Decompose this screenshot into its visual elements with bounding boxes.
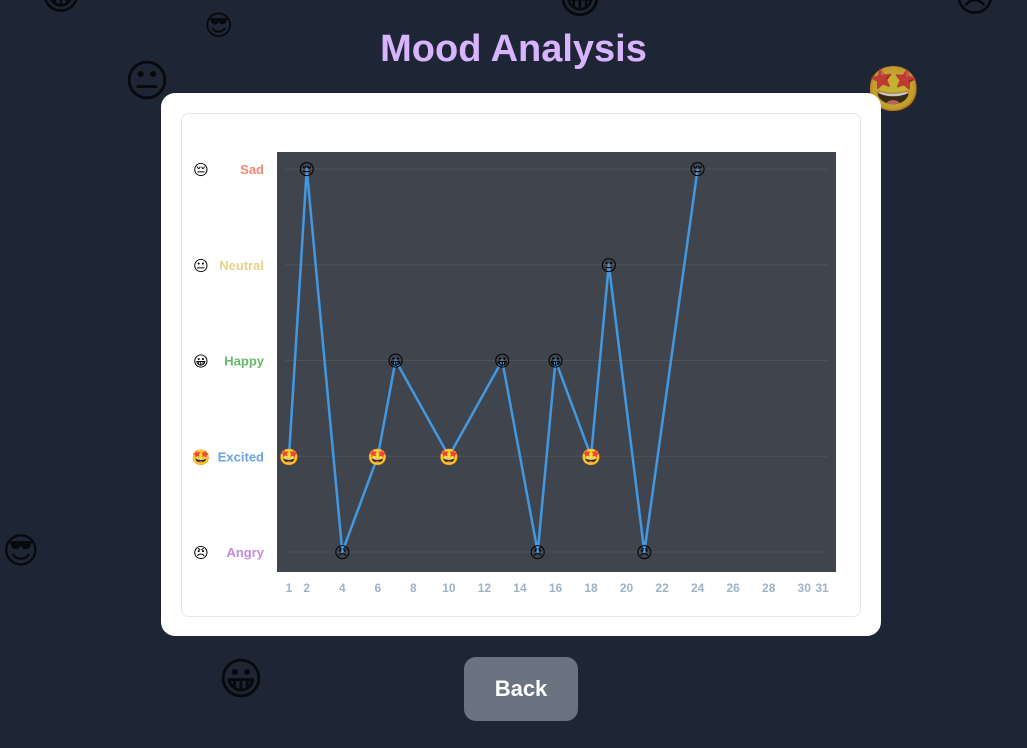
- data-point-sad: 😔: [298, 160, 315, 179]
- angry-face-icon: 😠: [954, 0, 996, 18]
- data-point-excited: 🤩: [279, 447, 299, 466]
- page-title: Mood Analysis: [380, 28, 647, 70]
- x-tick-label: 24: [691, 581, 705, 595]
- neutral-face-icon: 😐: [193, 257, 209, 275]
- data-point-sad: 😔: [689, 160, 706, 179]
- x-tick-label: 10: [442, 581, 456, 595]
- x-tick-label: 8: [410, 581, 417, 595]
- x-tick-label: 22: [655, 581, 669, 595]
- x-tick-label: 20: [620, 581, 634, 595]
- y-tick-label-happy: Happy: [224, 354, 265, 369]
- happy-face-icon: 😀: [193, 353, 209, 371]
- data-point-happy: 😀: [547, 352, 564, 371]
- sunglasses-face-icon: 😎: [2, 531, 40, 572]
- grinning-face-icon: 😀: [218, 654, 264, 705]
- x-tick-label: 28: [762, 581, 776, 595]
- y-tick-label-excited: Excited: [218, 449, 264, 464]
- x-tick-label: 12: [478, 581, 492, 595]
- grinning-face-icon: 😀: [558, 0, 602, 20]
- data-point-angry: 😠: [334, 543, 351, 562]
- data-point-excited: 🤩: [581, 447, 601, 466]
- y-tick-label-angry: Angry: [226, 545, 264, 560]
- data-point-angry: 😠: [636, 543, 653, 562]
- excited-face-icon: 🤩: [192, 448, 211, 466]
- data-point-angry: 😠: [529, 543, 546, 562]
- data-point-excited: 🤩: [439, 447, 459, 466]
- data-point-happy: 😀: [387, 352, 404, 371]
- x-tick-label: 2: [303, 581, 310, 595]
- y-tick-label-sad: Sad: [240, 162, 264, 177]
- chart-container: 😔 Sad 😐 Neutral 😀 Happy 🤩 Excited 😠 Angry 1 2 4 6 8 10 1…: [181, 113, 861, 617]
- mood-series-line: [287, 167, 699, 554]
- angry-face-icon: 😠: [193, 544, 209, 562]
- x-tick-label: 4: [339, 581, 346, 595]
- x-tick-label: 18: [584, 581, 598, 595]
- x-tick-label: 14: [513, 581, 527, 595]
- sunglasses-face-icon: 😎: [204, 9, 234, 42]
- sad-face-icon: 😔: [193, 161, 209, 179]
- neutral-face-icon: 😐: [124, 56, 170, 107]
- x-tick-label: 6: [374, 581, 381, 595]
- chart-card: 😔 Sad 😐 Neutral 😀 Happy 🤩 Excited 😠 Angry 1 2 4 6 8 10 1…: [161, 93, 881, 636]
- x-tick-label: 16: [549, 581, 563, 595]
- y-tick-label-neutral: Neutral: [219, 258, 264, 273]
- grinning-face-icon: 😀: [40, 0, 82, 16]
- x-tick-label: 26: [726, 581, 740, 595]
- x-tick-label: 1: [286, 581, 293, 595]
- data-point-excited: 🤩: [368, 447, 388, 466]
- x-tick-label: 30: [798, 581, 812, 595]
- back-button[interactable]: Back: [464, 657, 578, 721]
- x-tick-label: 31: [815, 581, 829, 595]
- data-point-happy: 😀: [494, 352, 511, 371]
- data-point-neutral: 😐: [600, 256, 617, 275]
